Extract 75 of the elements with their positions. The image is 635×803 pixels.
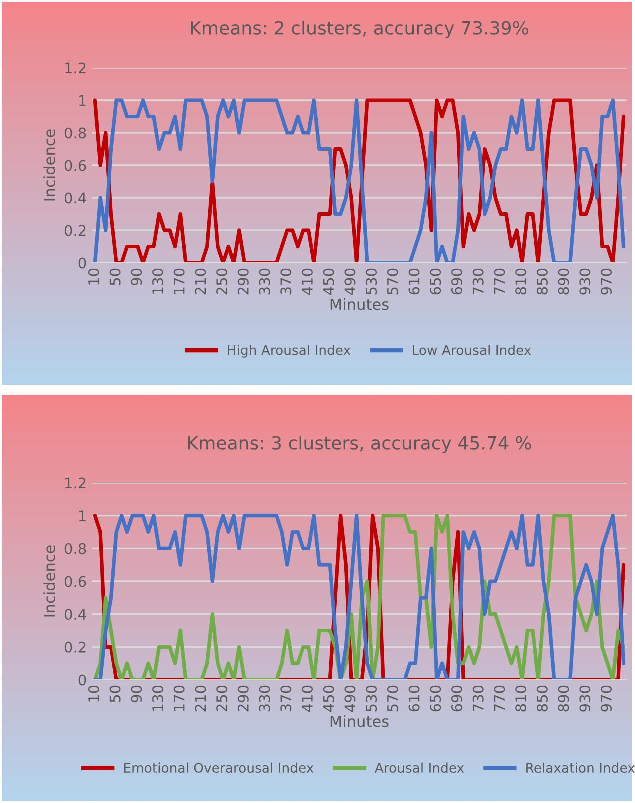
y-tick-label: 0.8 — [64, 128, 86, 139]
x-tick-label: 290 — [238, 268, 249, 295]
y-tick-label: 1 — [79, 510, 86, 522]
x-tick-label: 650 — [430, 686, 442, 712]
legend-label: Relaxation Index — [526, 762, 635, 774]
x-tick-label: 50 — [110, 268, 121, 286]
x-tick-label: 690 — [451, 686, 463, 712]
x-tick-label: 210 — [195, 686, 206, 712]
x-tick-label: 450 — [323, 686, 334, 712]
x-tick-label: 930 — [580, 268, 591, 295]
x-tick-label: 730 — [472, 686, 484, 712]
x-tick-label: 770 — [494, 686, 506, 712]
y-tick-label: 0.6 — [64, 160, 86, 172]
x-tick-label: 530 — [366, 268, 378, 295]
x-tick-label: 370 — [280, 686, 292, 712]
x-tick-label: 210 — [195, 268, 206, 295]
x-tick-label: 610 — [408, 686, 420, 712]
y-tick-label: 0 — [78, 674, 86, 686]
y-axis-title: Incidence — [44, 546, 56, 617]
x-tick-label: 250 — [216, 268, 228, 295]
x-tick-label: 970 — [600, 686, 612, 712]
legend-label: Emotional Overarousal Index — [124, 762, 314, 774]
x-axis-title: Minutes — [330, 715, 389, 728]
x-tick-label: 450 — [323, 268, 334, 295]
y-axis-title: Incidence — [44, 130, 56, 201]
x-tick-label: 850 — [536, 686, 548, 712]
x-tick-label: 490 — [344, 686, 356, 712]
x-tick-label: 890 — [558, 268, 570, 295]
x-tick-label: 410 — [302, 686, 314, 712]
x-tick-label: 90 — [131, 686, 142, 702]
y-tick-label: 1 — [79, 95, 86, 106]
x-tick-label: 250 — [216, 686, 228, 712]
x-tick-label: 370 — [280, 268, 292, 295]
x-tick-label: 530 — [366, 686, 378, 712]
x-axis-title: Minutes — [330, 298, 389, 310]
x-tick-label: 130 — [152, 268, 164, 294]
x-tick-label: 330 — [259, 268, 270, 295]
x-tick-label: 930 — [580, 686, 591, 712]
y-tick-label: 0.8 — [64, 543, 86, 554]
x-tick-label: 810 — [516, 686, 527, 712]
x-tick-label: 130 — [152, 686, 164, 712]
y-tick-label: 0.2 — [64, 225, 86, 236]
y-tick-label: 0 — [78, 258, 86, 269]
x-tick-label: 50 — [110, 686, 121, 702]
y-tick-label: 0.4 — [64, 192, 86, 204]
chart-title: Kmeans: 3 clusters, accuracy 45.74 % — [188, 436, 532, 454]
x-tick-label: 330 — [259, 686, 270, 712]
x-tick-label: 770 — [494, 268, 506, 294]
y-tick-label: 0.2 — [64, 642, 86, 653]
x-tick-label: 170 — [174, 686, 185, 712]
x-tick-label: 850 — [536, 268, 548, 295]
chart-title: Kmeans: 2 clusters, accuracy 73.39% — [191, 20, 528, 38]
x-tick-label: 10 — [88, 686, 100, 702]
x-tick-label: 170 — [174, 268, 185, 294]
y-tick-label: 0.4 — [64, 609, 86, 620]
x-tick-label: 290 — [238, 686, 249, 712]
y-tick-label: 1.2 — [66, 62, 86, 74]
x-tick-label: 90 — [131, 268, 142, 286]
x-tick-label: 610 — [408, 268, 420, 295]
x-tick-label: 810 — [516, 268, 527, 295]
y-tick-label: 1.2 — [66, 478, 86, 489]
x-tick-label: 970 — [600, 268, 612, 295]
x-tick-label: 570 — [387, 686, 398, 712]
legend-label: Low Arousal Index — [413, 345, 532, 356]
x-tick-label: 730 — [472, 268, 484, 294]
x-tick-label: 490 — [344, 268, 356, 295]
x-tick-label: 690 — [451, 268, 463, 295]
legend-label: High Arousal Index — [228, 345, 351, 358]
x-tick-label: 570 — [387, 268, 398, 295]
legend-label: Arousal Index — [374, 762, 464, 774]
x-tick-label: 410 — [302, 268, 314, 295]
x-tick-label: 650 — [430, 268, 442, 295]
x-tick-label: 10 — [88, 268, 100, 285]
x-tick-label: 890 — [558, 686, 570, 712]
y-tick-label: 0.6 — [64, 576, 86, 588]
